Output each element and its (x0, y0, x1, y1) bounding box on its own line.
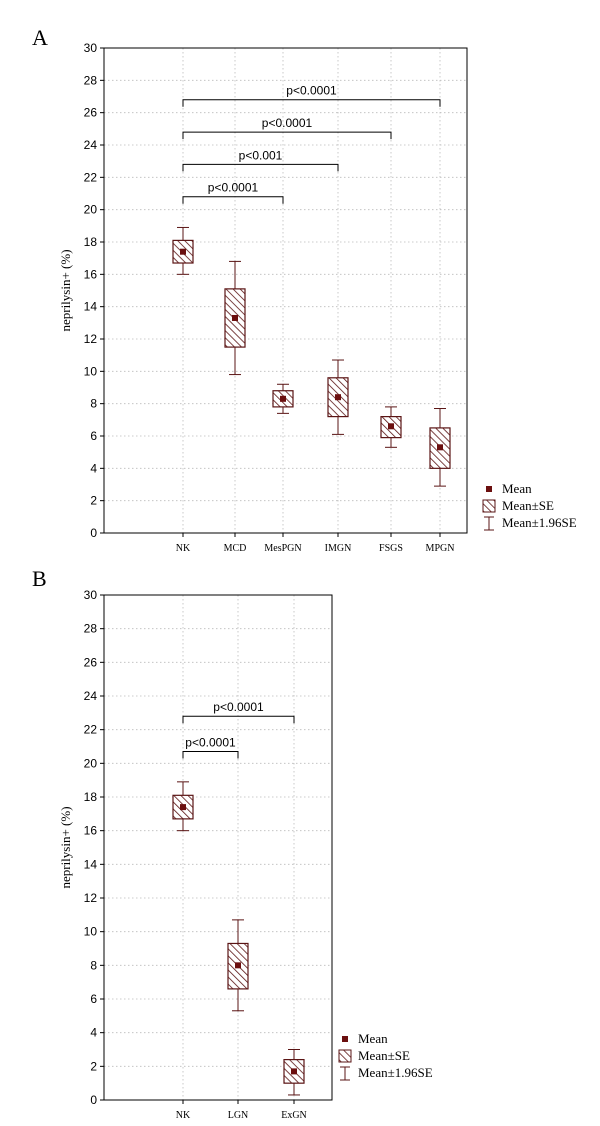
y-tick-label: 0 (90, 1093, 97, 1107)
significance-bracket (182, 751, 239, 759)
significance-bracket (182, 131, 392, 140)
plot-frame (103, 594, 333, 1101)
mean-marker (232, 314, 238, 321)
y-tick-label: 22 (84, 170, 98, 184)
significance-label: p<0.0001 (286, 84, 337, 98)
legend-se-swatch (338, 1049, 352, 1063)
significance-bracket (182, 715, 295, 724)
significance-bracket (182, 196, 284, 204)
y-tick-label: 20 (84, 203, 98, 217)
x-tick-label: MesPGN (264, 543, 301, 554)
y-tick-label: 4 (90, 1026, 97, 1040)
mean-marker (335, 394, 341, 401)
y-tick-label: 8 (90, 958, 97, 972)
y-tick-label: 0 (90, 526, 97, 540)
y-tick-label: 2 (90, 1059, 97, 1073)
mean-marker (291, 1068, 297, 1075)
legend-label: Mean (358, 1031, 388, 1046)
y-tick-label: 24 (84, 689, 98, 703)
y-tick-label: 30 (84, 41, 98, 55)
y-tick-label: 10 (84, 364, 98, 378)
y-tick-label: 12 (84, 891, 98, 905)
significance-label: p<0.0001 (208, 181, 259, 195)
x-tick-label: NK (176, 1110, 191, 1121)
y-tick-label: 18 (84, 790, 98, 804)
significance-label: p<0.0001 (185, 736, 236, 750)
x-tick-label: FSGS (379, 543, 403, 554)
legend-label: Mean±1.96SE (502, 515, 577, 530)
y-tick-label: 16 (84, 267, 98, 281)
y-tick-label: 28 (84, 73, 98, 87)
y-tick-label: 12 (84, 332, 98, 346)
legend-whisker-icon (340, 1066, 350, 1081)
legend-label: Mean (502, 481, 532, 496)
legend-label: Mean±SE (502, 498, 554, 513)
legend-se-swatch (482, 499, 496, 513)
significance-bracket (182, 99, 441, 107)
y-axis-label: neprilysin+ (%) (58, 806, 73, 888)
y-tick-label: 14 (84, 857, 98, 871)
y-axis-label: neprilysin+ (%) (58, 249, 73, 331)
significance-bracket (182, 163, 339, 172)
legend-label: Mean±1.96SE (358, 1065, 433, 1080)
y-tick-label: 20 (84, 756, 98, 770)
significance-label: p<0.001 (239, 148, 283, 162)
x-tick-label: LGN (228, 1110, 249, 1121)
x-tick-label: MCD (224, 543, 247, 554)
legend-mean-marker (342, 1036, 348, 1042)
legend-whisker-icon (484, 516, 494, 531)
plot-frame (103, 47, 468, 534)
significance-label: p<0.0001 (213, 700, 264, 714)
x-tick-label: ExGN (281, 1110, 307, 1121)
x-tick-label: NK (176, 543, 191, 554)
mean-marker (437, 444, 443, 451)
y-tick-label: 6 (90, 992, 97, 1006)
panel-a-letter: A (32, 25, 48, 50)
y-tick-label: 6 (90, 429, 97, 443)
x-tick-label: IMGN (325, 543, 352, 554)
y-tick-label: 10 (84, 925, 98, 939)
y-tick-label: 24 (84, 138, 98, 152)
y-tick-label: 28 (84, 622, 98, 636)
mean-marker (180, 248, 186, 255)
y-tick-label: 26 (84, 106, 98, 120)
y-tick-label: 16 (84, 824, 98, 838)
x-tick-label: MPGN (426, 543, 455, 554)
legend-mean-marker (486, 486, 492, 492)
panel-b-letter: B (32, 566, 47, 591)
y-tick-label: 18 (84, 235, 98, 249)
y-tick-label: 14 (84, 300, 98, 314)
y-tick-label: 30 (84, 588, 98, 602)
mean-marker (235, 962, 241, 969)
mean-marker (180, 804, 186, 811)
y-tick-label: 8 (90, 397, 97, 411)
y-tick-label: 22 (84, 723, 98, 737)
y-tick-label: 26 (84, 655, 98, 669)
legend-label: Mean±SE (358, 1048, 410, 1063)
significance-label: p<0.0001 (262, 116, 313, 130)
mean-marker (280, 395, 286, 402)
y-tick-label: 2 (90, 494, 97, 508)
y-tick-label: 4 (90, 461, 97, 475)
mean-marker (388, 423, 394, 430)
